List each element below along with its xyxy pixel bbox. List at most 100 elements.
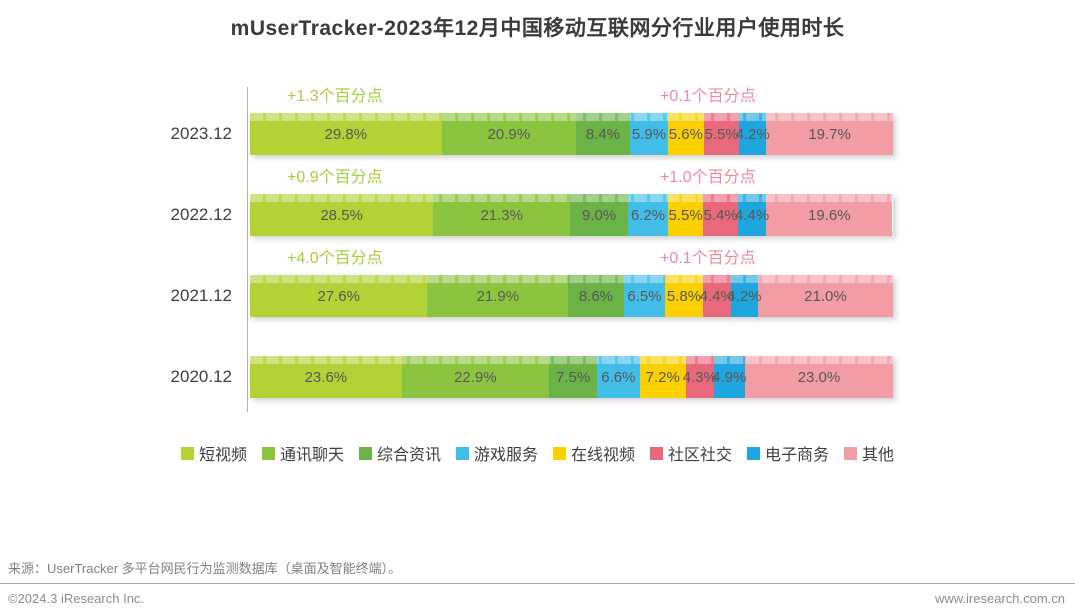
bar-segment: 23.6% — [250, 356, 402, 398]
segment-value-label: 5.5% — [704, 125, 739, 143]
legend-swatch-icon — [455, 446, 469, 460]
bar-segment: 6.5% — [623, 275, 666, 317]
bar-segment: 4.3% — [683, 356, 717, 398]
segment-value-label: 8.4% — [585, 125, 621, 143]
segment-value-label: 23.6% — [304, 368, 348, 386]
bar-segment: 6.6% — [597, 356, 640, 398]
legend-item: 游戏服务 — [455, 441, 538, 465]
legend-item: 在线视频 — [553, 441, 635, 465]
stacked-bar-row: 27.6% 21.9% 8.6% 6.5% 5.8% 4.4% 4.2% 21.0% — [250, 275, 893, 317]
change-annotation-left: +0.9个百分点 — [287, 169, 383, 186]
bar-segment: 7.2% — [639, 356, 686, 398]
bar-segment: 5.4% — [703, 194, 738, 236]
legend-label: 其他 — [862, 447, 895, 464]
bar-segment: 5.8% — [665, 275, 703, 317]
bar-segment: 4.2% — [736, 113, 770, 155]
bar-segment: 21.0% — [757, 275, 893, 317]
legend-swatch-icon — [261, 446, 275, 460]
bar-segment: 8.4% — [575, 113, 630, 155]
row-year-label: 2021.12 — [170, 286, 232, 305]
bar-segment: 22.9% — [401, 356, 549, 398]
segment-value-label: 5.5% — [668, 206, 703, 224]
segment-value-label: 28.5% — [320, 206, 363, 224]
bar-segment: 4.4% — [735, 194, 770, 236]
row-year-label: 2023.12 — [170, 124, 232, 143]
legend-item: 其他 — [844, 441, 894, 465]
footer-divider — [0, 583, 1075, 584]
bar-segment: 27.6% — [250, 275, 428, 317]
segment-value-label: 6.5% — [627, 287, 662, 305]
copyright-text: ©2024.3 iResearch Inc. — [8, 591, 145, 606]
segment-value-label: 19.7% — [808, 125, 851, 143]
segment-value-label: 21.3% — [480, 206, 523, 224]
legend-label: 短视频 — [198, 447, 247, 464]
legend-label: 游戏服务 — [473, 447, 538, 464]
legend-item: 通讯聊天 — [261, 441, 344, 465]
bar-segment: 19.6% — [766, 194, 893, 236]
stacked-bar-row: 29.8% 20.9% 8.4% 5.9% 5.6% 5.5% 4.2% 19.7% — [250, 113, 893, 155]
bar-segment: 20.9% — [441, 113, 576, 155]
segment-value-label: 4.9% — [712, 368, 747, 386]
segment-value-label: 4.2% — [735, 125, 770, 143]
bar-segment: 4.4% — [699, 275, 734, 317]
segment-value-label: 6.6% — [601, 368, 636, 386]
legend-swatch-icon — [358, 446, 372, 460]
segment-value-label: 29.8% — [324, 125, 368, 143]
change-annotation-right: +0.1个百分点 — [660, 250, 756, 267]
legend-swatch-icon — [180, 446, 194, 460]
row-year-label: 2020.12 — [170, 367, 232, 386]
segment-value-label: 27.6% — [317, 287, 360, 305]
segment-value-label: 4.4% — [735, 206, 770, 224]
segment-value-label: 5.9% — [631, 125, 667, 143]
segment-value-label: 21.0% — [804, 287, 847, 305]
segment-value-label: 7.5% — [555, 368, 591, 386]
change-annotation-left: +4.0个百分点 — [287, 250, 383, 267]
website-text: www.iresearch.com.cn — [934, 591, 1065, 606]
bar-segment: 5.5% — [703, 113, 740, 155]
segment-value-label: 7.2% — [645, 368, 680, 386]
segment-value-label: 4.2% — [727, 287, 762, 305]
change-annotation-left: +1.3个百分点 — [287, 88, 383, 105]
bar-segment: 5.9% — [629, 113, 668, 155]
legend-swatch-icon — [747, 446, 761, 460]
bar-segment: 6.2% — [628, 194, 668, 236]
bar-segment: 23.0% — [745, 356, 893, 398]
legend-label: 社区社交 — [668, 447, 733, 464]
legend-item: 社区社交 — [650, 441, 732, 465]
change-annotation-right: +1.0个百分点 — [660, 169, 756, 186]
legend-swatch-icon — [844, 446, 858, 460]
segment-value-label: 21.9% — [476, 287, 520, 305]
segment-value-label: 4.4% — [699, 287, 734, 305]
legend-label: 电子商务 — [765, 447, 830, 464]
source-note: 来源：UserTracker 多平台网民行为监测数据库（桌面及智能终端）。 — [8, 561, 402, 576]
legend-swatch-icon — [553, 446, 566, 460]
bar-segment: 19.7% — [766, 113, 893, 155]
segment-value-label: 20.9% — [487, 125, 531, 143]
stacked-bar-row: 28.5% 21.3% 9.0% 6.2% 5.5% 5.4% 4.4% 19.6% — [250, 194, 893, 236]
bar-segment: 21.9% — [427, 275, 569, 317]
segment-value-label: 22.9% — [454, 368, 497, 386]
bar-segment: 28.5% — [250, 194, 434, 236]
bar-segment: 29.8% — [250, 113, 442, 155]
legend-item: 短视频 — [180, 441, 247, 465]
segment-value-label: 8.6% — [578, 287, 614, 305]
segment-value-label: 9.0% — [582, 206, 617, 224]
segment-value-label: 5.6% — [668, 125, 703, 143]
segment-value-label: 19.6% — [808, 206, 851, 224]
y-axis-line — [247, 87, 248, 412]
legend-item: 电子商务 — [747, 441, 829, 465]
bar-segment: 5.5% — [667, 194, 704, 236]
segment-value-label: 5.8% — [666, 287, 702, 305]
bar-segment: 4.2% — [727, 275, 762, 317]
bar-segment: 5.6% — [667, 113, 704, 155]
bar-segment: 9.0% — [570, 194, 629, 236]
legend-swatch-icon — [650, 446, 664, 460]
chart-legend: 短视频 通讯聊天 综合资讯 游戏服务 在线视频 社区社交 电子商务 其他 — [0, 441, 1075, 465]
legend-label: 通讯聊天 — [279, 447, 344, 464]
chart-title: mUserTracker-2023年12月中国移动互联网分行业用户使用时长 — [230, 17, 845, 40]
segment-value-label: 6.2% — [630, 206, 666, 224]
bar-segment: 21.3% — [433, 194, 571, 236]
bar-segment: 4.9% — [712, 356, 747, 398]
legend-label: 在线视频 — [571, 447, 636, 464]
bar-segment: 8.6% — [568, 275, 624, 317]
